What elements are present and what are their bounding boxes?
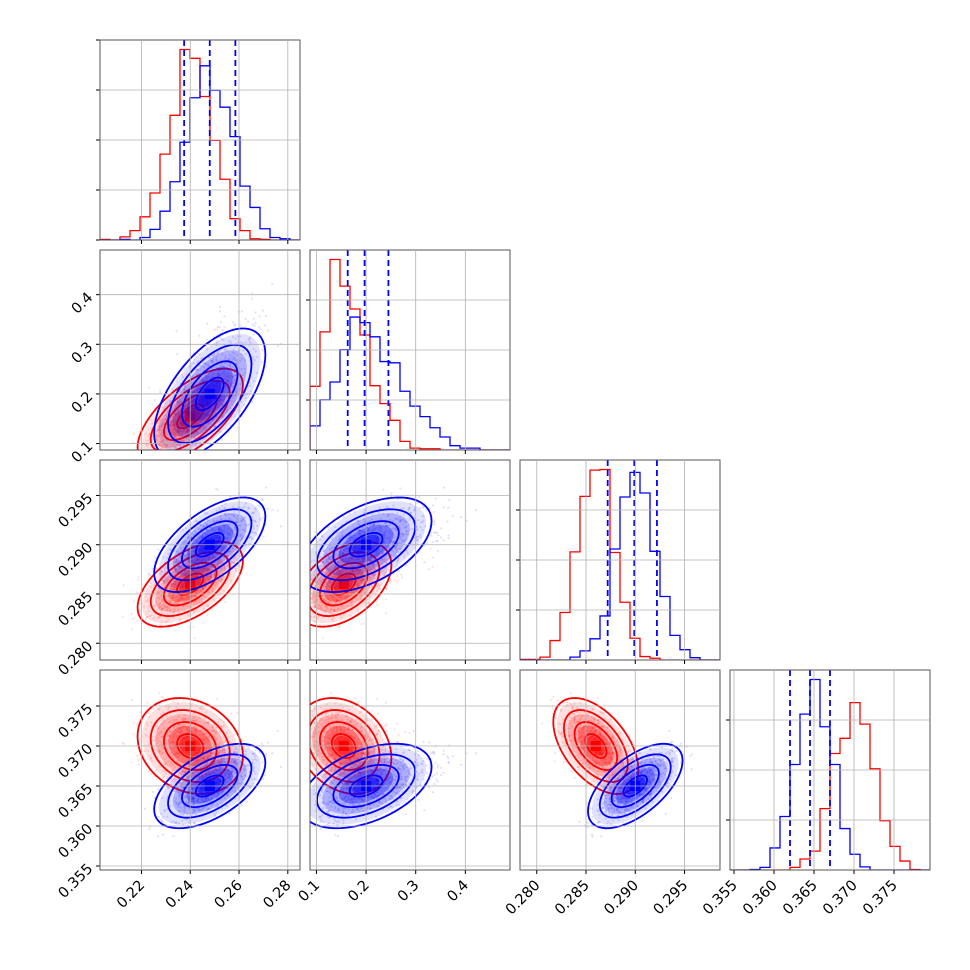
panel-2-0: 0.280 0.285 0.290 0.295 bbox=[56, 459, 301, 679]
y-tick-label: 0.3 bbox=[69, 339, 97, 367]
panel-grid bbox=[310, 670, 510, 870]
contour-series-1 bbox=[310, 496, 433, 593]
contour-series-1 bbox=[153, 496, 267, 593]
y-tick-label: 0.290 bbox=[56, 540, 97, 581]
panel-grid bbox=[310, 250, 510, 450]
x-tick-label: 0.290 bbox=[601, 878, 642, 919]
panel-1-1 bbox=[306, 249, 511, 454]
contour-series-1 bbox=[181, 763, 239, 809]
x-tick-label: 0.24 bbox=[163, 878, 197, 912]
contour-series-1 bbox=[332, 520, 400, 570]
x-tick-label: 0.28 bbox=[260, 878, 294, 912]
y-tick-label: 0.355 bbox=[56, 861, 97, 902]
panel-grid bbox=[100, 460, 300, 660]
x-tick-label: 0.355 bbox=[700, 878, 741, 919]
x-tick-label: 0.370 bbox=[820, 878, 861, 919]
contour-series-0 bbox=[584, 733, 608, 759]
y-tick-label: 0.2 bbox=[69, 389, 97, 417]
panel-grid bbox=[100, 40, 300, 240]
x-tick-label: 0.375 bbox=[860, 878, 901, 919]
panel-0-0 bbox=[96, 39, 301, 244]
x-tick-label: 0.4 bbox=[445, 878, 473, 906]
contour-series-1 bbox=[153, 327, 267, 450]
histogram-series-1 bbox=[520, 471, 720, 660]
x-tick-label: 0.365 bbox=[780, 878, 821, 919]
panel-frame bbox=[309, 669, 511, 871]
histogram-series-0 bbox=[310, 258, 510, 450]
histogram-series-0 bbox=[730, 701, 930, 870]
panel-grid bbox=[730, 670, 930, 870]
y-tick-label: 0.285 bbox=[56, 589, 97, 630]
histogram-series-1 bbox=[730, 678, 930, 870]
density-peak bbox=[338, 579, 349, 590]
y-tick-label: 0.360 bbox=[56, 821, 97, 862]
y-tick-label: 0.4 bbox=[69, 290, 97, 318]
y-tick-label: 0.365 bbox=[56, 781, 97, 822]
contour-series-0 bbox=[176, 403, 205, 430]
contour-series-1 bbox=[181, 520, 239, 570]
contour-series-1 bbox=[332, 763, 400, 809]
panel-3-3: 0.355 0.360 0.365 0.370 0.375 bbox=[700, 669, 931, 919]
panel-2-1 bbox=[309, 459, 511, 664]
panel-3-1: 0.1 0.2 0.3 0.4 bbox=[296, 669, 511, 906]
contour-series-0 bbox=[552, 697, 640, 795]
contour-series-1 bbox=[598, 753, 672, 819]
panel-2-2 bbox=[516, 459, 721, 664]
x-tick-label: 0.295 bbox=[651, 878, 692, 919]
contour-series-1 bbox=[181, 360, 239, 428]
panel-frame bbox=[99, 669, 301, 871]
histogram-series-1 bbox=[310, 316, 510, 450]
x-tick-label: 0.26 bbox=[212, 878, 246, 912]
contour-series-1 bbox=[310, 742, 433, 830]
panel-grid bbox=[100, 250, 300, 450]
panel-grid bbox=[520, 460, 720, 660]
x-tick-label: 0.1 bbox=[296, 878, 324, 906]
panel-frame bbox=[99, 459, 301, 661]
contour-series-1 bbox=[316, 753, 417, 819]
y-tick-label: 0.280 bbox=[56, 638, 97, 679]
contour-series-0 bbox=[563, 709, 629, 783]
contour-series-1 bbox=[587, 742, 684, 830]
x-tick-label: 0.285 bbox=[552, 878, 593, 919]
contour-series-1 bbox=[167, 343, 253, 444]
histogram-series-0 bbox=[520, 468, 720, 660]
contour-series-1 bbox=[348, 532, 384, 558]
histogram-series-1 bbox=[100, 65, 300, 240]
x-tick-label: 0.360 bbox=[740, 878, 781, 919]
contour-series-1 bbox=[194, 774, 225, 798]
contour-series-0 bbox=[136, 367, 244, 450]
panel-3-2: 0.280 0.285 0.290 0.295 bbox=[503, 669, 721, 919]
x-tick-label: 0.280 bbox=[503, 878, 544, 919]
contour-series-1 bbox=[348, 774, 384, 798]
panel-frame bbox=[519, 669, 721, 871]
y-tick-label: 0.295 bbox=[56, 491, 97, 532]
contour-series-1 bbox=[167, 753, 253, 819]
y-tick-label: 0.1 bbox=[69, 439, 97, 467]
panel-frame bbox=[99, 249, 301, 451]
contour-series-1 bbox=[194, 376, 225, 412]
panel-frame bbox=[309, 459, 511, 661]
contour-series-1 bbox=[610, 763, 660, 809]
panel-grid bbox=[100, 670, 300, 870]
x-tick-label: 0.22 bbox=[114, 878, 148, 912]
contour-series-1 bbox=[167, 508, 253, 582]
contour-series-0 bbox=[163, 721, 218, 771]
contour-series-1 bbox=[153, 742, 267, 830]
y-tick-label: 0.370 bbox=[56, 741, 97, 782]
contour-series-1 bbox=[194, 532, 225, 558]
panel-grid bbox=[520, 670, 720, 870]
contour-series-0 bbox=[319, 721, 369, 771]
panel-grid bbox=[310, 460, 510, 660]
contour-series-0 bbox=[330, 733, 357, 759]
contour-series-1 bbox=[316, 508, 417, 582]
panel-1-0: 0.1 0.2 0.3 0.4 bbox=[69, 249, 301, 467]
y-tick-label: 0.375 bbox=[56, 701, 97, 742]
contour-series-0 bbox=[573, 721, 619, 771]
x-tick-label: 0.2 bbox=[345, 878, 373, 906]
contour-series-1 bbox=[622, 774, 648, 798]
x-tick-label: 0.3 bbox=[395, 878, 423, 906]
